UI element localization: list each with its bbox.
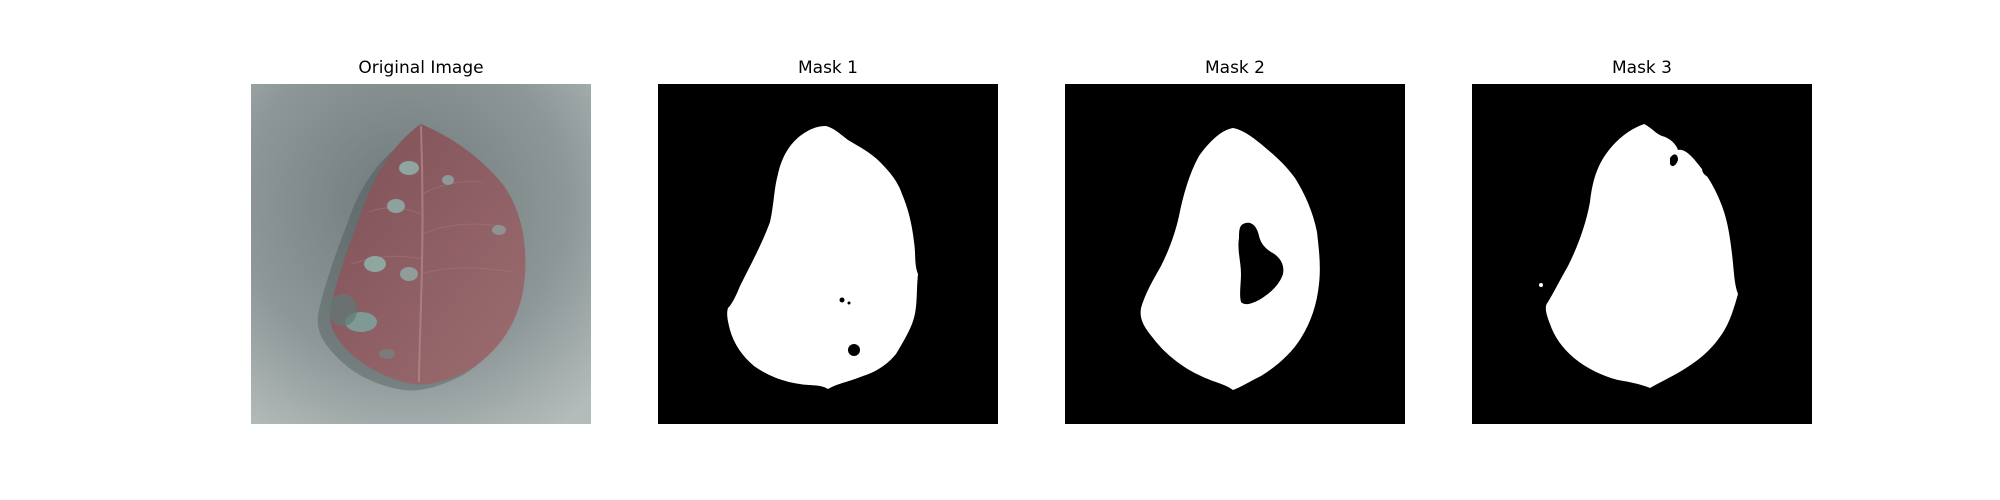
panel-mask-1: Mask 1 [658,56,998,424]
panel-original-image: Original Image [251,56,591,424]
leaf-photo [251,84,591,424]
binary-mask [658,84,998,424]
binary-mask [1065,84,1405,424]
panel-mask-3: Mask 3 [1472,56,1812,424]
panel-title: Mask 2 [1204,58,1265,78]
panel-title: Mask 3 [1611,58,1672,78]
binary-mask [1472,84,1812,424]
panel-title: Original Image [358,58,484,78]
panel-mask-2: Mask 2 [1065,56,1405,424]
panel-title: Mask 1 [797,58,858,78]
